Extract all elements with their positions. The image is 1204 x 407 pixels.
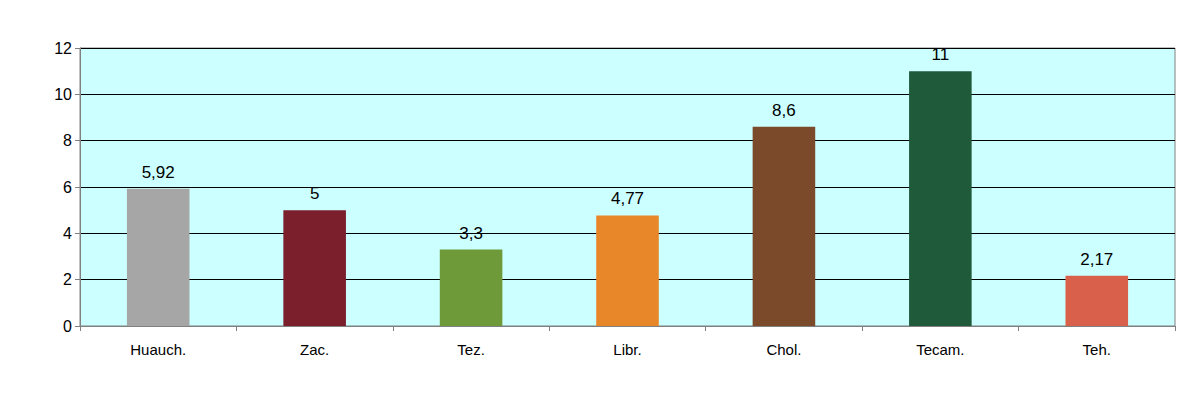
svg-text:5,92: 5,92 [142,163,175,182]
svg-text:Huauch.: Huauch. [130,341,186,358]
svg-text:11: 11 [932,45,950,64]
svg-text:Tez.: Tez. [457,341,485,358]
svg-text:Zac.: Zac. [300,341,329,358]
svg-text:Libr.: Libr. [613,341,641,358]
svg-text:Teh.: Teh. [1083,341,1111,358]
svg-text:Chol.: Chol. [766,341,801,358]
svg-text:2,17: 2,17 [1080,250,1113,269]
svg-text:12: 12 [54,40,72,57]
svg-text:4: 4 [63,225,72,242]
svg-text:8,6: 8,6 [772,101,796,120]
svg-text:0: 0 [63,318,72,335]
svg-text:8: 8 [63,132,72,149]
svg-text:2: 2 [63,271,72,288]
svg-text:6: 6 [63,179,72,196]
svg-text:10: 10 [54,86,72,103]
svg-text:Tecam.: Tecam. [916,341,964,358]
svg-text:3,3: 3,3 [459,224,483,243]
svg-text:4,77: 4,77 [611,189,644,208]
svg-text:5: 5 [310,184,319,203]
